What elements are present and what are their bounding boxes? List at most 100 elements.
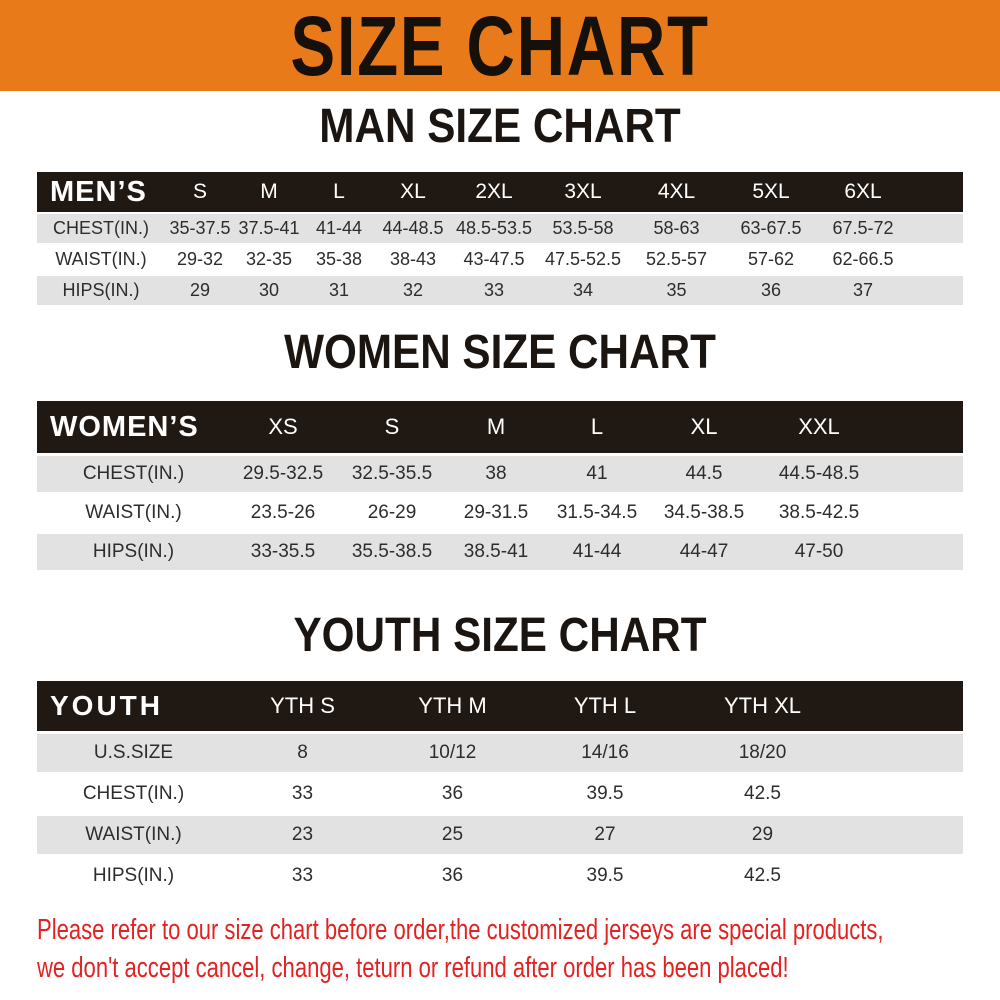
table-cell: 32 bbox=[402, 280, 424, 300]
table-cell: 36 bbox=[441, 865, 464, 886]
table-cell: 32.5-35.5 bbox=[351, 463, 433, 484]
mens-chest-row: CHEST(IN.) 35-37.5 37.5-41 41-44 44-48.5… bbox=[37, 214, 963, 243]
column-header-m: M bbox=[486, 414, 506, 439]
table-cell: 29 bbox=[751, 824, 774, 845]
column-header-yth-s: YTH S bbox=[270, 693, 335, 718]
table-cell: 23 bbox=[291, 824, 314, 845]
column-header-m: M bbox=[260, 180, 278, 203]
mens-size-table: MEN’S S M L XL 2XL 3XL 4XL 5XL 6XL CHEST… bbox=[37, 172, 963, 305]
youth-table-label: YOUTH bbox=[50, 690, 163, 721]
row-label: CHEST(IN.) bbox=[53, 218, 149, 238]
table-cell: 36 bbox=[441, 783, 464, 804]
column-header-yth-m: YTH M bbox=[418, 693, 487, 718]
table-cell: 38.5-42.5 bbox=[778, 502, 860, 523]
womens-size-table: WOMEN’S XS S M L XL XXL CHEST(IN.) 29.5-… bbox=[37, 401, 963, 570]
table-cell: 38.5-41 bbox=[463, 541, 529, 562]
table-cell: 67.5-72 bbox=[832, 218, 894, 238]
column-header-3xl: 3XL bbox=[564, 180, 602, 203]
row-label: CHEST(IN.) bbox=[82, 783, 185, 804]
table-cell: 33-35.5 bbox=[250, 541, 316, 562]
table-cell: 32-35 bbox=[245, 249, 293, 269]
table-cell: 34 bbox=[572, 280, 594, 300]
table-cell: 47.5-52.5 bbox=[544, 249, 622, 269]
table-cell: 35-37.5 bbox=[169, 218, 231, 238]
table-cell: 39.5 bbox=[586, 865, 624, 886]
table-cell: 44-47 bbox=[679, 541, 729, 562]
table-cell: 52.5-57 bbox=[645, 249, 708, 269]
row-label: WAIST(IN.) bbox=[85, 824, 182, 845]
mens-table-header-row: MEN’S S M L XL 2XL 3XL 4XL 5XL 6XL bbox=[37, 172, 963, 212]
table-cell: 18/20 bbox=[738, 742, 787, 763]
column-header-2xl: 2XL bbox=[475, 180, 513, 203]
table-cell: 48.5-53.5 bbox=[455, 218, 533, 238]
table-cell: 43-47.5 bbox=[463, 249, 525, 269]
table-cell: 36 bbox=[760, 280, 782, 300]
youth-hips-row: HIPS(IN.) 33 36 39.5 42.5 bbox=[37, 857, 963, 895]
table-cell: 31.5-34.5 bbox=[556, 502, 638, 523]
table-cell: 26-29 bbox=[367, 502, 417, 523]
womens-table-label: WOMEN’S bbox=[50, 410, 199, 443]
row-label: CHEST(IN.) bbox=[82, 463, 185, 484]
table-cell: 44-48.5 bbox=[382, 218, 444, 238]
table-cell: 42.5 bbox=[744, 783, 781, 804]
table-cell: 25 bbox=[441, 824, 464, 845]
row-label: U.S.SIZE bbox=[93, 742, 174, 763]
table-cell: 29-32 bbox=[176, 249, 224, 269]
column-header-xl: XL bbox=[400, 180, 426, 203]
column-header-4xl: 4XL bbox=[657, 180, 696, 203]
table-cell: 41-44 bbox=[572, 541, 622, 562]
table-cell: 57-62 bbox=[747, 249, 795, 269]
youth-ussize-row: U.S.SIZE 8 10/12 14/16 18/20 bbox=[37, 734, 963, 772]
disclaimer-text: Please refer to our size chart before or… bbox=[37, 911, 1000, 987]
table-cell: 37 bbox=[852, 280, 874, 300]
youth-waist-row: WAIST(IN.) 23 25 27 29 bbox=[37, 816, 963, 854]
column-header-s: S bbox=[192, 180, 207, 203]
table-cell: 33 bbox=[291, 865, 314, 886]
table-cell: 41-44 bbox=[315, 218, 363, 238]
table-cell: 33 bbox=[483, 280, 505, 300]
table-cell: 38 bbox=[485, 463, 507, 484]
table-cell: 31 bbox=[328, 280, 350, 300]
table-cell: 14/16 bbox=[581, 742, 629, 763]
column-header-xl: XL bbox=[690, 414, 718, 439]
youth-chest-row: CHEST(IN.) 33 36 39.5 42.5 bbox=[37, 775, 963, 813]
table-cell: 39.5 bbox=[586, 783, 624, 804]
table-cell: 35.5-38.5 bbox=[351, 541, 433, 562]
womens-waist-row: WAIST(IN.) 23.5-26 26-29 29-31.5 31.5-34… bbox=[37, 495, 963, 531]
table-cell: 38-43 bbox=[389, 249, 437, 269]
mens-waist-row: WAIST(IN.) 29-32 32-35 35-38 38-43 43-47… bbox=[37, 245, 963, 274]
womens-chest-row: CHEST(IN.) 29.5-32.5 32.5-35.5 38 41 44.… bbox=[37, 456, 963, 492]
table-cell: 34.5-38.5 bbox=[663, 502, 745, 523]
column-header-5xl: 5XL bbox=[752, 180, 790, 203]
column-header-yth-l: YTH L bbox=[573, 693, 637, 718]
row-label: WAIST(IN.) bbox=[85, 502, 182, 523]
row-label: HIPS(IN.) bbox=[62, 280, 140, 300]
table-cell: 8 bbox=[297, 742, 308, 763]
column-header-xxl: XXL bbox=[798, 414, 840, 439]
table-cell: 42.5 bbox=[744, 865, 781, 886]
disclaimer-line-2: we don't accept cancel, change, teturn o… bbox=[37, 952, 789, 984]
column-header-6xl: 6XL bbox=[844, 180, 882, 203]
disclaimer-line-1: Please refer to our size chart before or… bbox=[37, 914, 884, 946]
table-cell: 62-66.5 bbox=[832, 249, 894, 269]
table-cell: 53.5-58 bbox=[552, 218, 614, 238]
table-cell: 29-31.5 bbox=[463, 502, 529, 523]
column-header-yth-xl: YTH XL bbox=[723, 693, 802, 718]
youth-section-heading: YOUTH SIZE CHART bbox=[293, 609, 707, 662]
table-cell: 35-38 bbox=[315, 249, 363, 269]
page-title: SIZE CHART bbox=[290, 0, 710, 93]
table-cell: 37.5-41 bbox=[238, 218, 300, 238]
mens-hips-row: HIPS(IN.) 29 30 31 32 33 34 35 36 37 bbox=[37, 276, 963, 305]
womens-hips-row: HIPS(IN.) 33-35.5 35.5-38.5 38.5-41 41-4… bbox=[37, 534, 963, 570]
row-label: HIPS(IN.) bbox=[92, 865, 175, 886]
table-cell: 30 bbox=[258, 280, 280, 300]
table-cell: 33 bbox=[291, 783, 314, 804]
table-cell: 44.5 bbox=[685, 463, 723, 484]
table-cell: 23.5-26 bbox=[250, 502, 316, 523]
table-cell: 35 bbox=[666, 280, 687, 300]
row-label: HIPS(IN.) bbox=[92, 541, 175, 562]
table-cell: 29.5-32.5 bbox=[242, 463, 324, 484]
table-cell: 44.5-48.5 bbox=[778, 463, 860, 484]
mens-table-label: MEN’S bbox=[50, 175, 147, 208]
column-header-xs: XS bbox=[268, 414, 298, 439]
